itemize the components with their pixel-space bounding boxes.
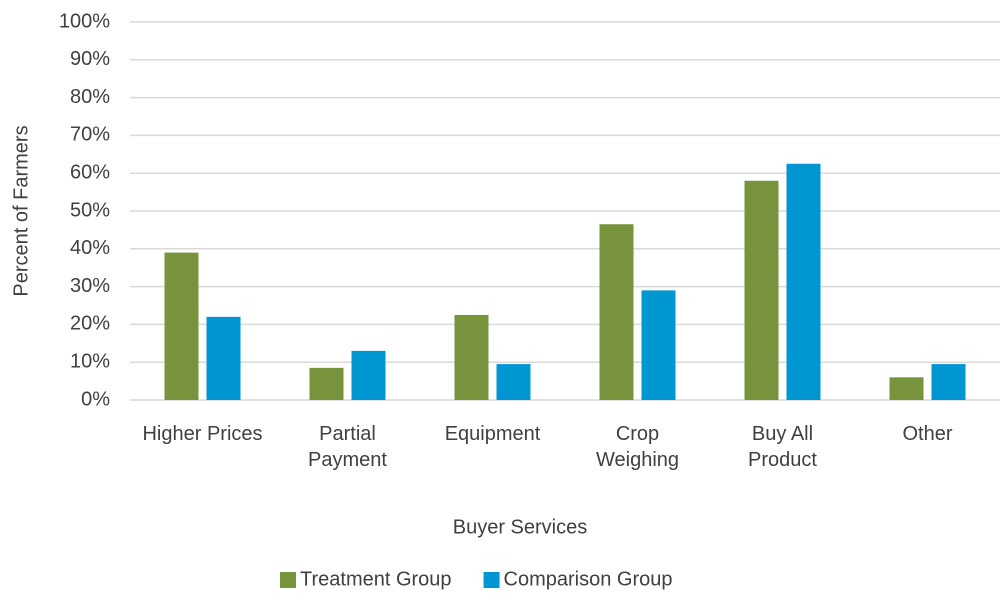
bar [599, 224, 634, 400]
bar [351, 350, 386, 400]
y-tick-label: 30% [70, 275, 110, 297]
y-tick-label: 80% [70, 86, 110, 108]
bar [164, 252, 199, 400]
legend-label: Treatment Group [300, 568, 452, 590]
bar [206, 316, 241, 400]
y-tick-label: 40% [70, 237, 110, 259]
legend-label: Comparison Group [504, 568, 673, 590]
y-tick-label: 50% [70, 199, 110, 221]
y-tick-label: 90% [70, 48, 110, 70]
x-tick-label: Partial Payment [308, 423, 387, 471]
bar [931, 364, 966, 400]
y-tick-label: 10% [70, 350, 110, 372]
x-tick-label: Other [902, 423, 953, 445]
x-axis-title: Buyer Services [453, 516, 588, 538]
bar [744, 180, 779, 400]
legend-swatch [483, 572, 500, 588]
bar [641, 290, 676, 400]
x-tick-label: Crop Weighing [595, 423, 680, 471]
legend-swatch [280, 572, 296, 588]
bar [786, 163, 821, 400]
y-tick-label: 20% [70, 313, 110, 335]
y-axis-title: Percent of Farmers [10, 125, 32, 296]
x-tick-label: Higher Prices [142, 423, 263, 445]
y-tick-label: 70% [70, 124, 110, 146]
y-tick-label: 0% [81, 388, 110, 410]
y-tick-label: 100% [59, 10, 110, 32]
bar [889, 377, 924, 400]
x-tick-label: Buy All Product [748, 423, 817, 471]
x-tick-label: Equipment [444, 423, 541, 445]
bar [309, 367, 344, 400]
bar [496, 364, 531, 400]
y-tick-label: 60% [70, 161, 110, 183]
bar [454, 314, 489, 400]
